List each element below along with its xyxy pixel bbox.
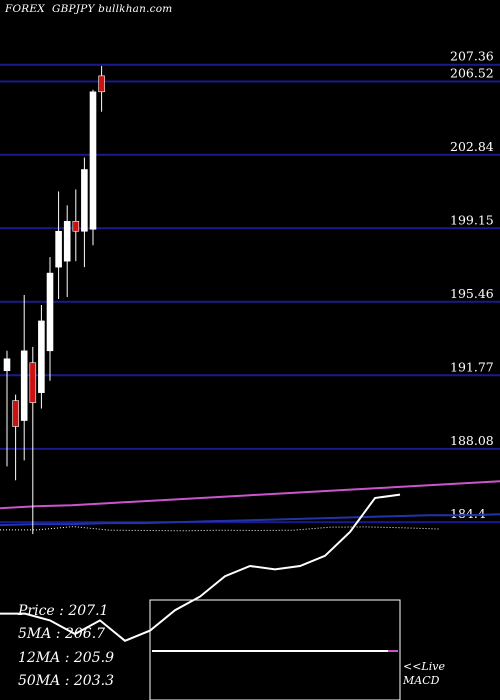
stat-label: 5MA	[18, 626, 52, 642]
live-label: <<Live	[403, 660, 445, 673]
live-macd-label: <<Live MACD	[403, 660, 445, 688]
candle-body-down	[29, 362, 37, 403]
candle-body-up	[20, 350, 28, 421]
volume-dotted-line	[0, 526, 441, 532]
price-gridlines	[0, 63, 500, 524]
candle-body-up	[89, 91, 97, 230]
price-tick-label: 207.36	[450, 49, 494, 64]
candle-body-down	[98, 75, 105, 93]
candle	[89, 89, 97, 246]
price-tick-label: 202.84	[450, 139, 494, 154]
stat-value: 205.9	[73, 650, 114, 666]
candle	[29, 346, 37, 535]
price-tick-label: 188.08	[450, 433, 494, 448]
candle-body-up	[46, 272, 54, 352]
stat-label: Price	[18, 603, 55, 619]
candle-body-down	[72, 221, 80, 232]
macd-box	[149, 599, 401, 700]
stat-value: 206.7	[64, 626, 106, 642]
exchange-label: FOREX	[5, 3, 45, 15]
candle	[55, 191, 62, 300]
candle	[20, 295, 28, 461]
stat-value: 203.3	[73, 673, 114, 689]
stat-label: 50MA	[18, 673, 61, 689]
stat-label: 12MA	[18, 650, 61, 666]
candlesticks	[3, 65, 105, 535]
price-tick-label: 195.46	[450, 286, 494, 301]
candle	[46, 257, 54, 381]
candle-body-up	[81, 169, 88, 232]
candle	[72, 189, 80, 262]
price-tick-label: 191.77	[450, 359, 494, 374]
macd-line	[0, 493, 401, 642]
candle-body-up	[55, 230, 62, 268]
stat-5ma: 5MA : 206.7	[18, 626, 106, 642]
moving-average-lines	[0, 480, 500, 527]
symbol-label: GBPJPY	[52, 3, 95, 15]
candle-body-up	[63, 221, 71, 262]
volume-line	[0, 526, 441, 532]
candle	[98, 65, 105, 112]
candle	[81, 157, 88, 268]
site-label: bullkhan.com	[98, 3, 173, 15]
candle	[38, 304, 45, 409]
candle-body-down	[12, 400, 19, 427]
stat-12ma: 12MA : 205.9	[18, 650, 114, 666]
macd-panel	[0, 493, 401, 700]
candle-body-up	[3, 358, 11, 372]
stat-value: 207.1	[68, 603, 109, 619]
candle-body-up	[38, 320, 45, 393]
candle	[12, 394, 19, 481]
price-tick-label: 199.15	[450, 212, 494, 227]
ma-line	[0, 480, 500, 510]
stat-50ma: 50MA : 203.3	[18, 673, 114, 689]
ma-line	[0, 513, 500, 527]
candle	[3, 350, 11, 467]
chart-header: FOREX GBPJPY bullkhan.com	[5, 3, 172, 15]
macd-label: MACD	[403, 674, 440, 687]
candle	[63, 205, 71, 298]
stat-price: Price : 207.1	[18, 603, 109, 619]
price-tick-label: 206.52	[450, 65, 494, 80]
price-tick-label: 184.4	[450, 506, 486, 521]
